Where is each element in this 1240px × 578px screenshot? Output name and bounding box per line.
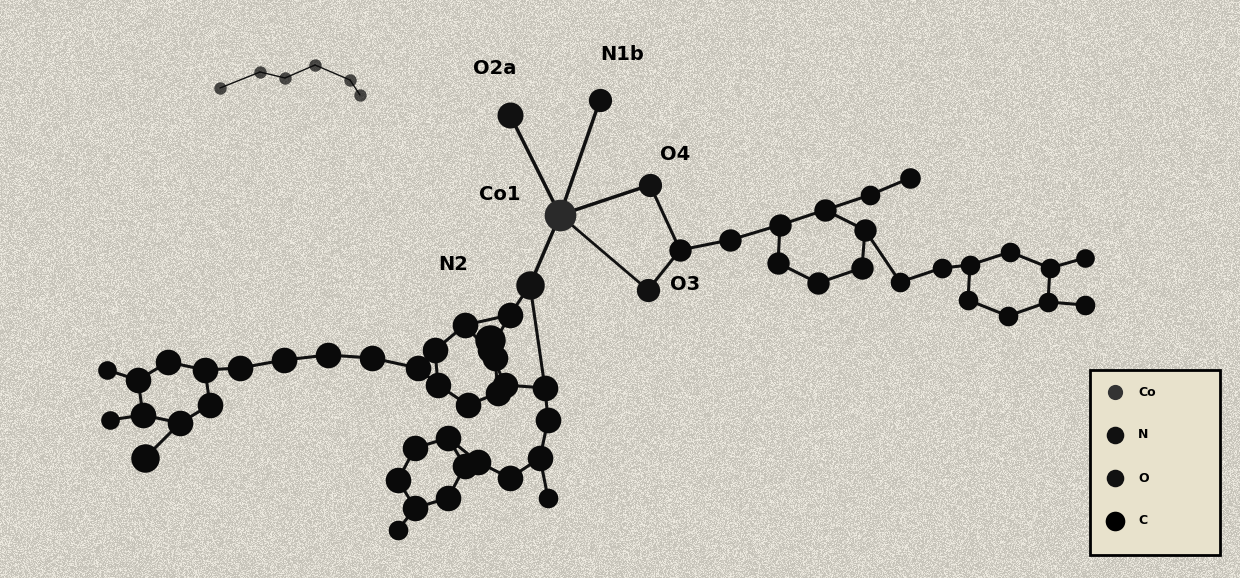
Point bbox=[808, 279, 828, 288]
Point bbox=[500, 310, 520, 320]
Point bbox=[768, 258, 787, 268]
Point bbox=[538, 416, 558, 425]
Point bbox=[1105, 516, 1125, 525]
Point bbox=[340, 75, 360, 84]
Point bbox=[438, 434, 458, 443]
Point bbox=[405, 443, 425, 453]
Point bbox=[319, 350, 339, 360]
Point bbox=[195, 365, 215, 375]
Point bbox=[538, 494, 558, 503]
Point bbox=[438, 494, 458, 503]
Point bbox=[520, 280, 539, 290]
Point bbox=[408, 364, 428, 373]
Point bbox=[932, 264, 952, 273]
Point bbox=[770, 220, 790, 229]
Point bbox=[815, 205, 835, 214]
Point bbox=[861, 190, 880, 199]
Point bbox=[425, 346, 445, 355]
Text: N: N bbox=[1138, 428, 1148, 442]
Point bbox=[529, 453, 549, 462]
Point bbox=[485, 353, 505, 362]
Point bbox=[275, 73, 295, 83]
Text: O3: O3 bbox=[670, 276, 701, 295]
Point bbox=[500, 473, 520, 483]
Point bbox=[1105, 387, 1125, 397]
Point bbox=[405, 503, 425, 513]
Point bbox=[135, 453, 155, 462]
Point bbox=[250, 68, 270, 77]
Text: C: C bbox=[1138, 514, 1147, 528]
Point bbox=[960, 260, 980, 269]
Point bbox=[350, 90, 370, 99]
Point bbox=[210, 83, 229, 92]
Point bbox=[1105, 473, 1125, 483]
Point bbox=[495, 380, 515, 390]
Point bbox=[959, 295, 978, 305]
Point bbox=[480, 335, 500, 344]
Point bbox=[1040, 264, 1060, 273]
Point bbox=[1001, 247, 1021, 257]
Text: O: O bbox=[1138, 472, 1148, 484]
Point bbox=[305, 60, 325, 69]
Point bbox=[852, 264, 872, 273]
Point bbox=[500, 110, 520, 120]
Point bbox=[455, 461, 475, 470]
Point bbox=[1075, 301, 1095, 310]
Text: Co1: Co1 bbox=[479, 186, 520, 205]
Point bbox=[900, 173, 920, 183]
Point bbox=[274, 355, 294, 365]
Text: Co: Co bbox=[1138, 386, 1156, 398]
Point bbox=[458, 401, 477, 410]
Point bbox=[670, 246, 689, 255]
Point bbox=[455, 320, 475, 329]
Point bbox=[640, 180, 660, 190]
Point bbox=[388, 475, 408, 484]
Point bbox=[720, 235, 740, 244]
Text: N1b: N1b bbox=[600, 46, 644, 65]
Text: O2a: O2a bbox=[474, 58, 517, 77]
Point bbox=[170, 418, 190, 428]
Point bbox=[639, 286, 658, 295]
Point bbox=[100, 416, 120, 425]
Bar bbox=[1090, 370, 1220, 555]
Point bbox=[1038, 297, 1058, 306]
Point bbox=[536, 383, 556, 392]
Point bbox=[428, 380, 448, 390]
Text: O4: O4 bbox=[660, 146, 691, 165]
Point bbox=[200, 401, 219, 410]
Point bbox=[1075, 253, 1095, 262]
Point bbox=[489, 388, 508, 398]
Point bbox=[551, 210, 570, 220]
Text: N2: N2 bbox=[438, 255, 467, 275]
Point bbox=[480, 346, 500, 355]
Point bbox=[128, 375, 148, 384]
Point bbox=[998, 312, 1018, 321]
Point bbox=[231, 364, 250, 373]
Point bbox=[467, 457, 487, 466]
Point bbox=[362, 353, 382, 362]
Point bbox=[157, 357, 177, 366]
Point bbox=[133, 410, 153, 420]
Point bbox=[890, 277, 910, 287]
Point bbox=[856, 225, 875, 235]
Point bbox=[1105, 431, 1125, 440]
Point bbox=[590, 95, 610, 105]
Point bbox=[388, 525, 408, 535]
Point bbox=[97, 365, 117, 375]
